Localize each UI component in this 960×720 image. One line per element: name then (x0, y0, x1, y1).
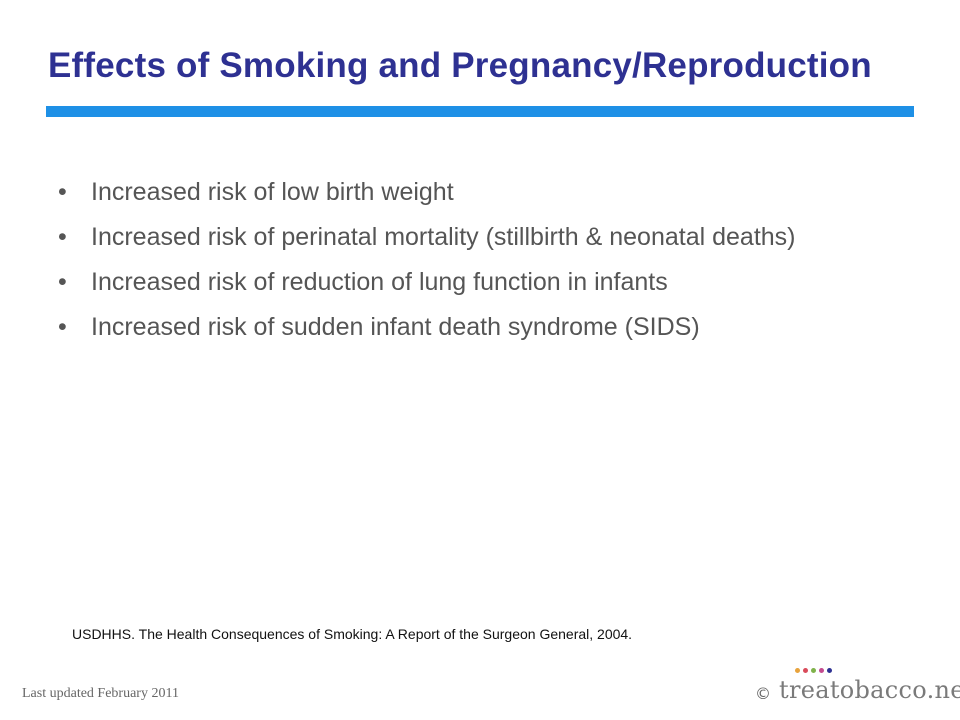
brand-dot (811, 668, 816, 673)
slide-title: Effects of Smoking and Pregnancy/Reprodu… (48, 46, 872, 85)
bullet-item: • Increased risk of low birth weight (58, 176, 898, 209)
bullet-marker: • (58, 313, 67, 341)
bullet-marker: • (58, 268, 67, 296)
last-updated-note: Last updated February 2011 (22, 686, 179, 701)
bullet-item: • Increased risk of perinatal mortality … (58, 221, 898, 254)
bullet-item: • Increased risk of sudden infant death … (58, 311, 898, 344)
brand-logo: © treatobacco.net (755, 668, 960, 708)
title-underline-bar (46, 106, 914, 117)
brand-dots (795, 668, 835, 676)
brand-dot (827, 668, 832, 673)
copyright-icon: © (755, 684, 771, 703)
bullet-marker: • (58, 223, 67, 251)
bullet-list: • Increased risk of low birth weight • I… (58, 176, 898, 356)
brand-name: treatobacco.net (779, 676, 960, 704)
brand-dot (803, 668, 808, 673)
bullet-text: Increased risk of low birth weight (91, 178, 454, 206)
brand-dot (795, 668, 800, 673)
bullet-item: • Increased risk of reduction of lung fu… (58, 266, 898, 299)
bullet-marker: • (58, 178, 67, 206)
source-citation: USDHHS. The Health Consequences of Smoki… (72, 626, 633, 642)
bullet-text: Increased risk of reduction of lung func… (91, 268, 668, 296)
bullet-text: Increased risk of sudden infant death sy… (91, 313, 700, 341)
brand-dot (819, 668, 824, 673)
bullet-text: Increased risk of perinatal mortality (s… (91, 223, 796, 251)
